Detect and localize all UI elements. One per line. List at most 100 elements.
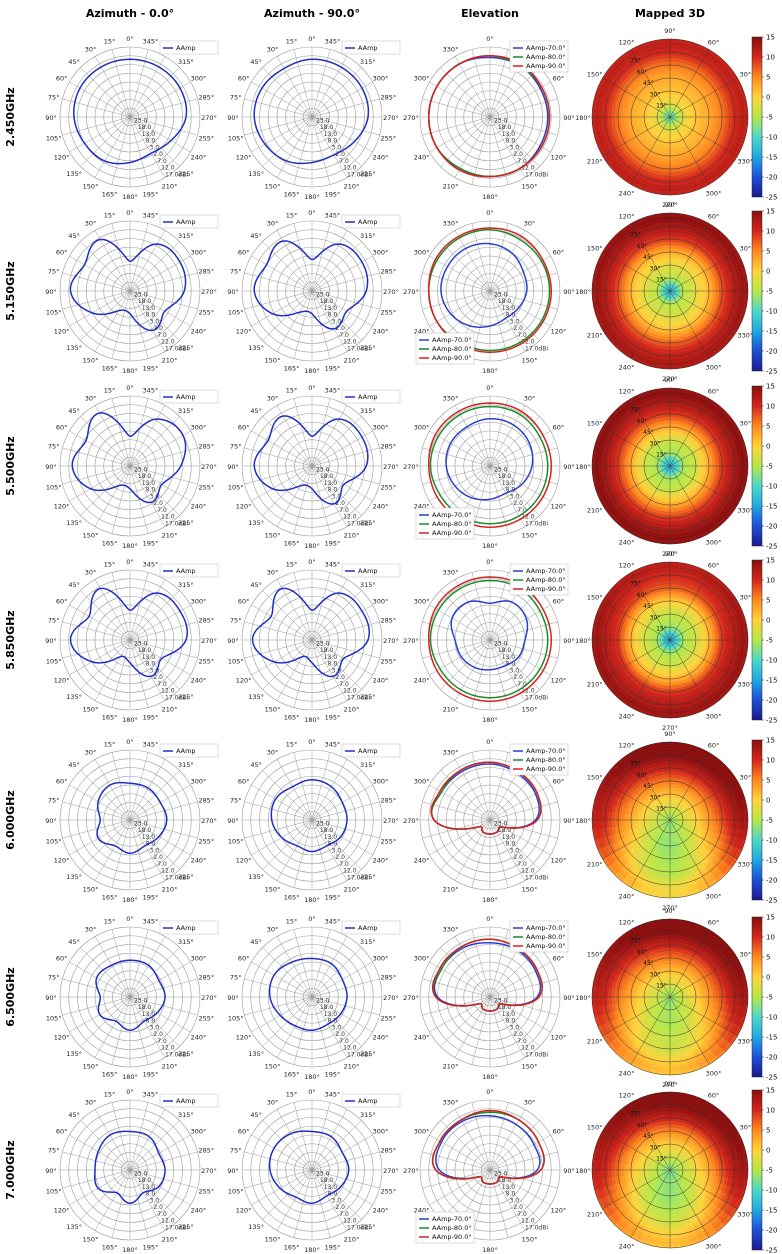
angle-tick-label: 135°	[66, 519, 82, 527]
heatmap-cell	[669, 488, 674, 493]
grid-spoke	[311, 430, 373, 467]
grid-spoke	[94, 405, 131, 467]
angle-tick-label: 180°	[122, 716, 138, 724]
angle-tick-label: 30°	[85, 395, 97, 403]
angle-tick-label: 90°	[227, 114, 239, 122]
angle-tick-label: 30°	[85, 569, 97, 577]
angle-tick-label: 300°	[373, 424, 389, 432]
heatmap-cell	[668, 126, 671, 131]
heatmap-cell	[692, 290, 697, 295]
series-line-aamp	[73, 58, 188, 165]
heatmap-cell	[666, 491, 671, 496]
angle-tick-label: 150°	[83, 182, 99, 190]
heatmap-cell	[705, 290, 710, 297]
heatmap-cell	[668, 300, 671, 305]
legend-label: AAmp-90.0°	[526, 585, 566, 593]
heatmap-cell	[621, 284, 626, 292]
grid-spoke	[311, 604, 373, 641]
heatmap-cell	[667, 303, 671, 308]
heatmap-cell	[656, 115, 661, 118]
angle-tick-label: 315°	[360, 581, 376, 589]
radial-tick-label: 13.0	[324, 131, 338, 138]
row-label-5.150GHz: 5.150GHz	[4, 261, 17, 320]
heatmap-cell	[663, 242, 671, 247]
heatmap-cell	[669, 152, 676, 157]
heatmap-cell	[621, 116, 626, 124]
heatmap-cell	[637, 116, 642, 122]
grid-spoke	[129, 116, 198, 136]
azimuth-plot-1-5.850GHz: 0°15°30°45°60°75°90°105°120°135°150°165°…	[227, 558, 401, 724]
heatmap-cell	[669, 149, 675, 153]
heatmap-cell	[669, 161, 677, 166]
column-title-azimuth-90: Azimuth - 90.0°	[264, 7, 360, 20]
grid-spoke	[94, 639, 131, 701]
heatmap-cell	[666, 136, 671, 140]
angle-tick-label: 255°	[198, 657, 214, 665]
radial-tick-label: 12.0	[343, 165, 357, 172]
grid-spoke	[440, 67, 491, 118]
heatmap-cell	[695, 287, 700, 292]
heatmap-cell	[669, 103, 672, 108]
angle-tick-label: 240°	[619, 538, 635, 546]
colorbar-tick-label: -20	[766, 523, 777, 531]
heatmap-cell	[669, 319, 675, 324]
heatmap-cell	[650, 288, 655, 292]
heatmap-cell	[637, 461, 642, 467]
radial-tick-label: 2.0	[153, 151, 163, 158]
grid-spoke	[129, 604, 191, 641]
grid-spoke	[454, 230, 491, 292]
heatmap-cell	[714, 465, 719, 473]
angle-tick-label: 300°	[706, 363, 722, 371]
angle-tick-label: 150°	[587, 420, 603, 428]
angle-tick-label: 300°	[191, 249, 207, 257]
grid-spoke	[80, 416, 131, 467]
heatmap-cell	[702, 290, 706, 296]
angle-tick-label: 105°	[46, 134, 62, 142]
legend-label: AAmp	[358, 218, 378, 226]
radial-tick-label: 17.0dBi	[347, 171, 370, 178]
angle-tick-label: 195°	[143, 190, 159, 198]
series-line-aamp	[69, 238, 187, 332]
grid-spoke	[489, 223, 509, 292]
angle-tick-label: 345°	[143, 561, 159, 569]
heatmap-cell	[666, 90, 671, 95]
angle-tick-label: 165°	[284, 539, 300, 547]
grid-spoke	[129, 56, 166, 118]
grid-spoke	[129, 241, 180, 292]
heatmap-cell	[665, 498, 671, 502]
angle-tick-label: 60°	[56, 249, 68, 257]
heatmap-cell	[692, 116, 697, 121]
heatmap-cell	[643, 287, 648, 292]
grid-spoke	[454, 116, 491, 178]
radial-tick-label: 3.0	[332, 144, 342, 151]
heatmap-cell	[689, 290, 693, 295]
angle-tick-label: 180°	[122, 193, 138, 201]
row-label-2.450GHz: 2.450GHz	[4, 87, 17, 146]
grid-spoke	[129, 579, 166, 641]
angle-tick-label: 210°	[443, 182, 459, 190]
grid-spoke	[293, 49, 313, 118]
angle-tick-label: 165°	[102, 190, 118, 198]
heatmap-cell	[630, 111, 635, 118]
heatmap-cell	[666, 316, 671, 321]
angle-tick-label: 0°	[486, 558, 493, 566]
angle-tick-label: 120°	[54, 677, 70, 685]
angle-tick-label: 270°	[201, 288, 217, 296]
radial-tick-label: 13.0	[502, 131, 516, 138]
azimuth-plot-1-5.150GHz: 0°15°30°45°60°75°90°105°120°135°150°165°…	[227, 209, 401, 375]
grid-spoke	[94, 56, 131, 118]
angle-tick-label: 285°	[198, 617, 214, 625]
legend-label: AAmp-80.0°	[526, 53, 566, 61]
ring-label: 30°	[650, 440, 661, 447]
heatmap-cell	[665, 319, 671, 324]
angle-tick-label: 255°	[380, 483, 396, 491]
angle-tick-label: 90°	[664, 27, 676, 35]
angle-tick-label: 210°	[587, 332, 603, 340]
heatmap-cell	[653, 288, 658, 292]
angle-tick-label: 270°	[383, 637, 399, 645]
heatmap-cell	[685, 465, 690, 469]
angle-tick-label: 75°	[48, 443, 60, 451]
angle-tick-label: 240°	[414, 677, 430, 685]
